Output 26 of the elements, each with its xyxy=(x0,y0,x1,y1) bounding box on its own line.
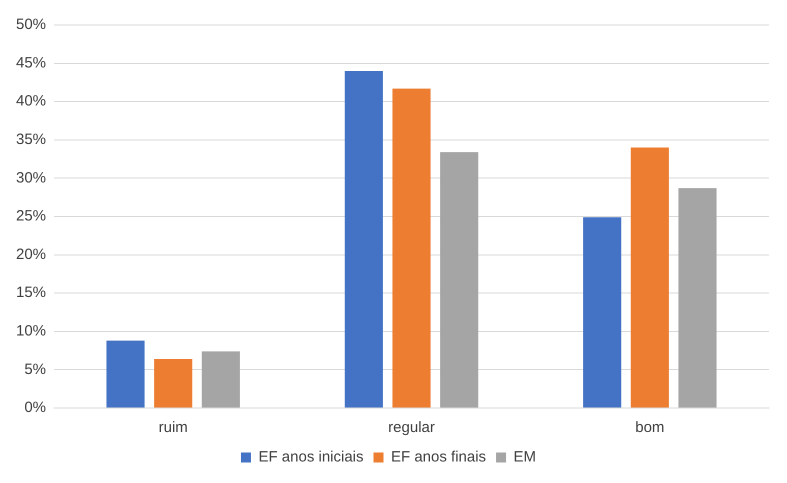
y-tick-label: 25% xyxy=(16,208,46,225)
y-tick-label: 50% xyxy=(16,16,46,34)
y-tick-label: 40% xyxy=(16,92,46,110)
y-tick-label: 45% xyxy=(16,54,46,72)
y-tick-label: 30% xyxy=(16,169,46,186)
y-tick-label: 35% xyxy=(16,131,46,148)
bar xyxy=(344,70,383,408)
bar xyxy=(106,340,145,408)
bar xyxy=(678,188,717,408)
x-tick-label: ruim xyxy=(158,419,188,436)
y-tick-label: 20% xyxy=(16,246,46,263)
y-tick-label: 10% xyxy=(16,322,46,340)
x-tick-label: regular xyxy=(388,419,435,436)
y-tick-label: 0% xyxy=(24,399,46,416)
bar xyxy=(440,152,478,408)
legend-label: EM xyxy=(514,448,536,466)
y-tick-label: 15% xyxy=(16,284,46,302)
x-tick-label: bom xyxy=(635,419,664,436)
bar xyxy=(583,217,622,408)
bar xyxy=(392,88,431,408)
bar xyxy=(202,351,240,408)
bar xyxy=(630,148,669,408)
legend-label: EF anos iniciais xyxy=(258,448,364,466)
legend-label: EF anos finais xyxy=(391,448,486,466)
y-tick-label: 5% xyxy=(24,360,46,378)
bar xyxy=(154,358,192,408)
